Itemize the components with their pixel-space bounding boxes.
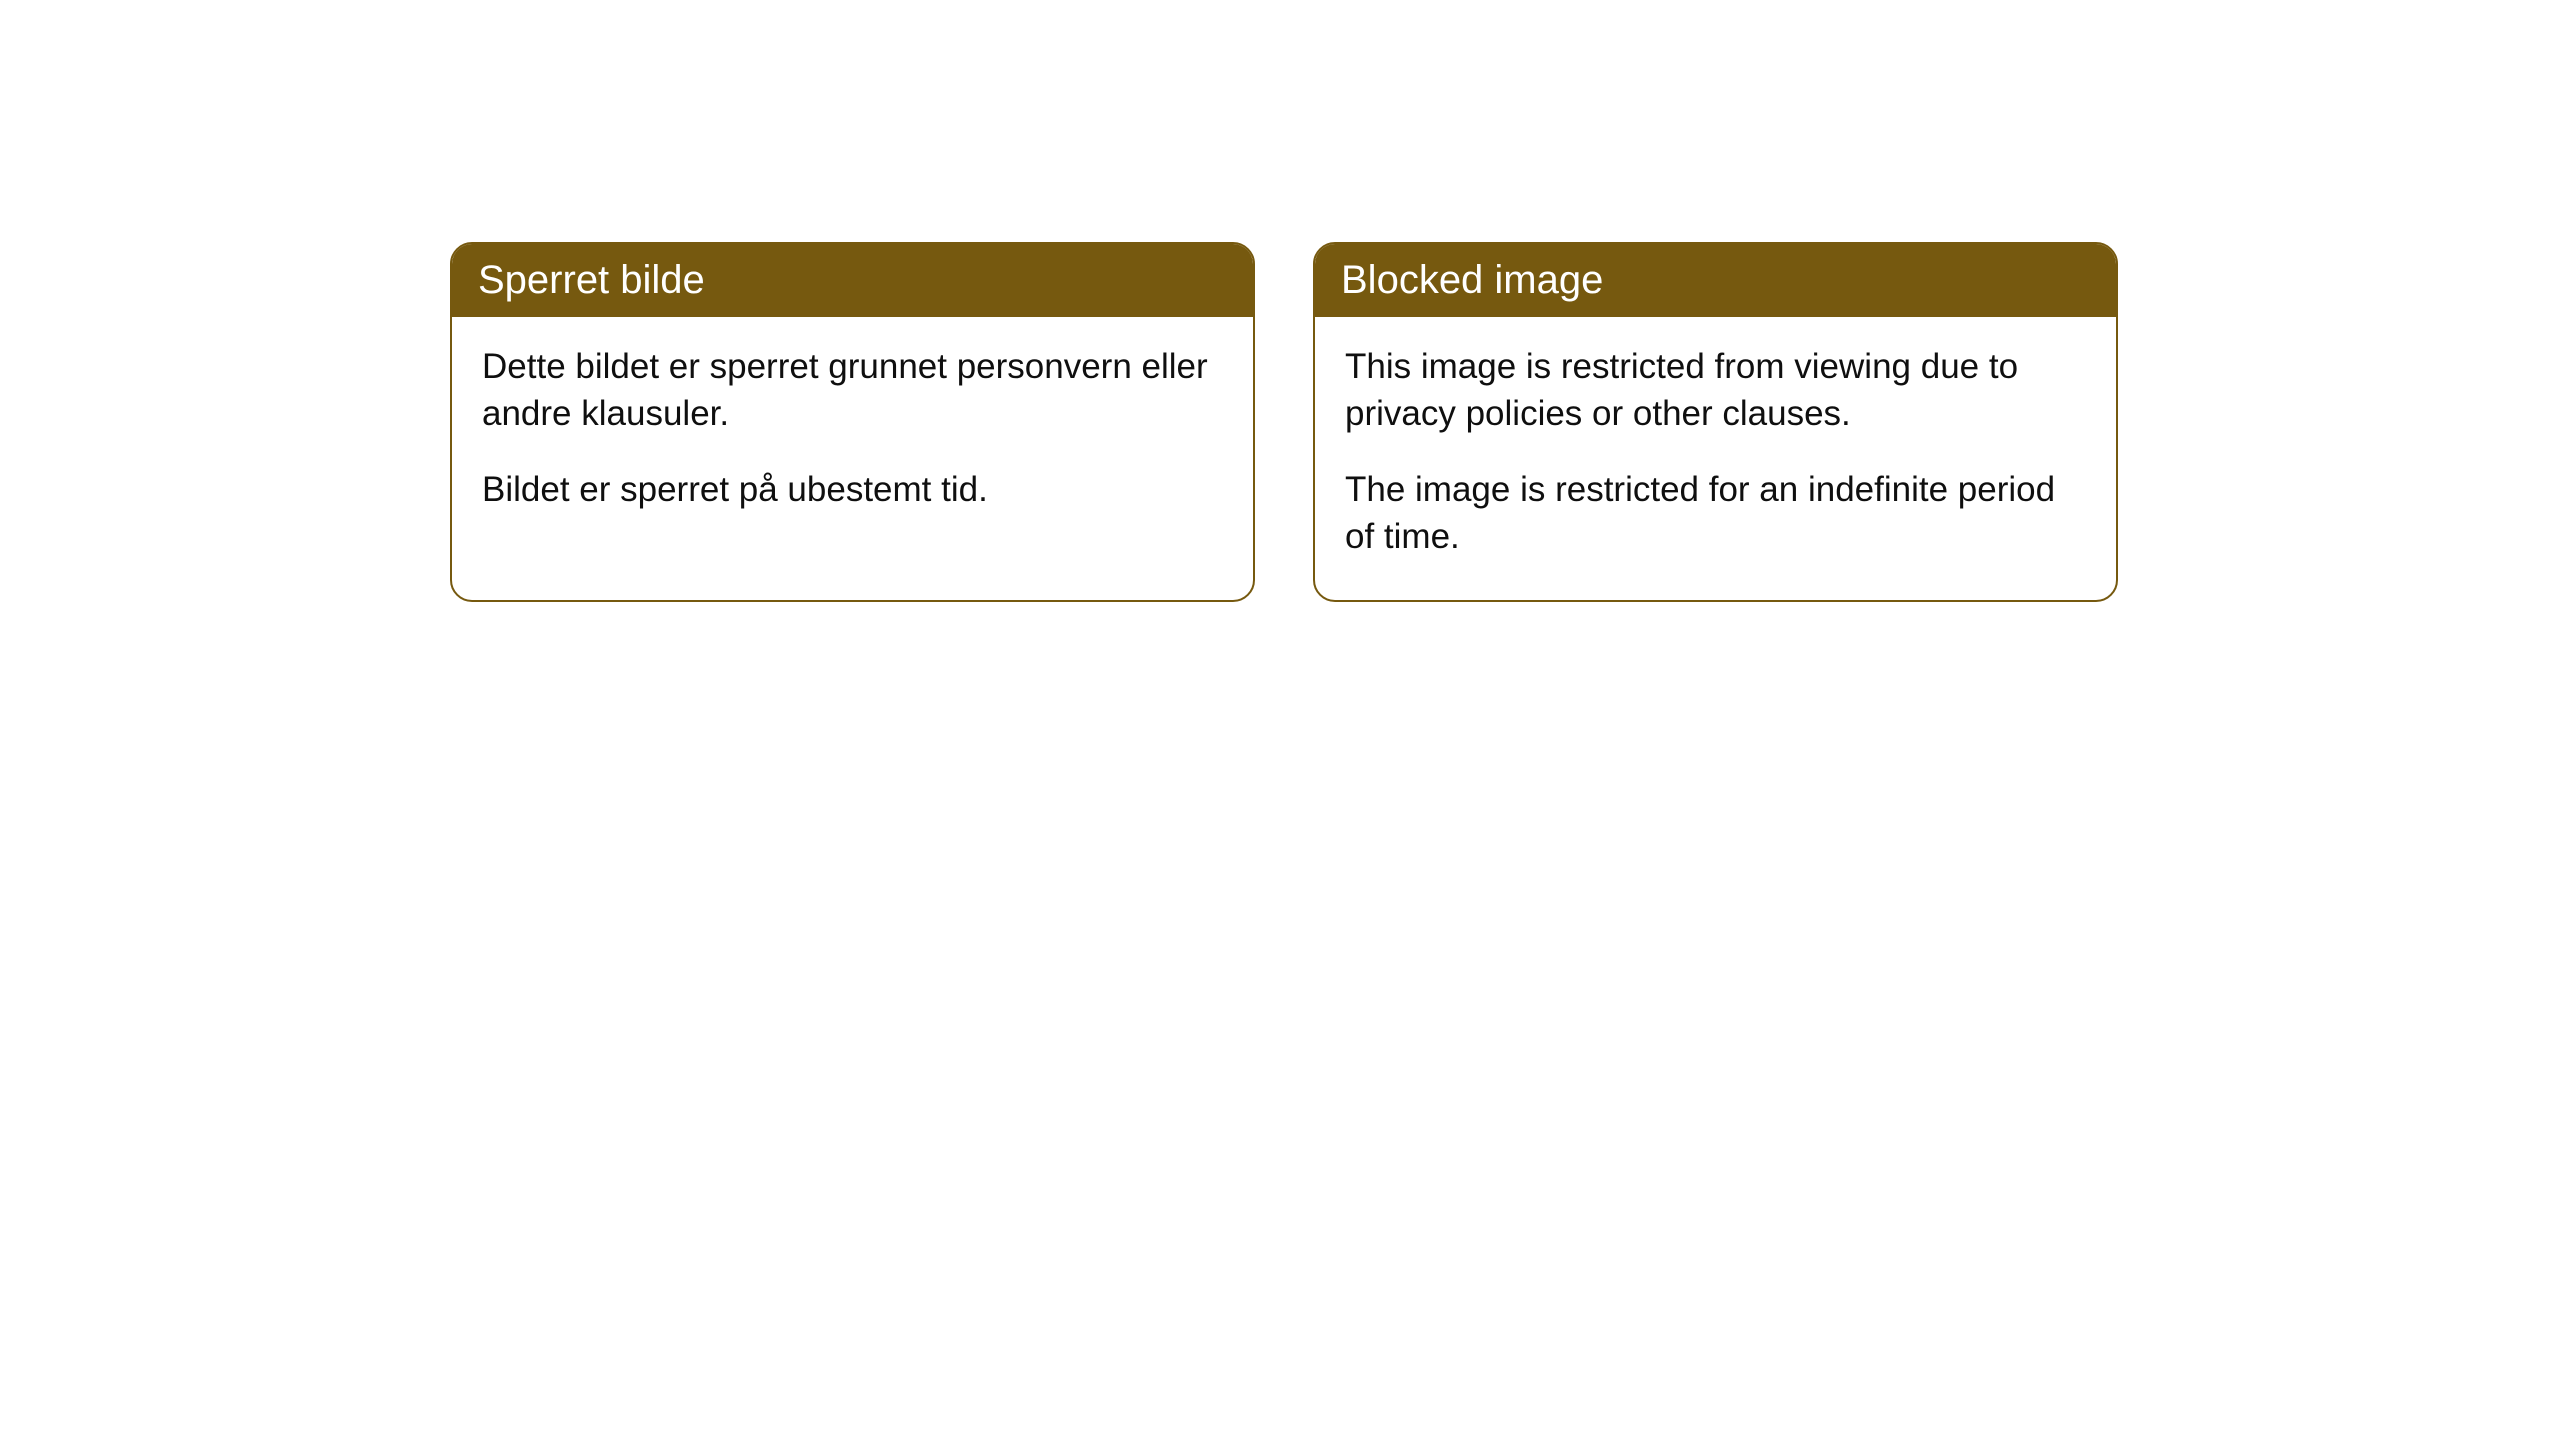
card-header: Blocked image — [1315, 244, 2116, 317]
blocked-image-card-norwegian: Sperret bilde Dette bildet er sperret gr… — [450, 242, 1255, 602]
card-title: Sperret bilde — [478, 258, 705, 302]
card-body: Dette bildet er sperret grunnet personve… — [452, 317, 1253, 553]
card-paragraph-1: Dette bildet er sperret grunnet personve… — [482, 343, 1223, 438]
notice-cards-container: Sperret bilde Dette bildet er sperret gr… — [450, 242, 2560, 602]
card-header: Sperret bilde — [452, 244, 1253, 317]
card-body: This image is restricted from viewing du… — [1315, 317, 2116, 600]
card-paragraph-2: The image is restricted for an indefinit… — [1345, 466, 2086, 561]
card-paragraph-1: This image is restricted from viewing du… — [1345, 343, 2086, 438]
card-title: Blocked image — [1341, 258, 1603, 302]
blocked-image-card-english: Blocked image This image is restricted f… — [1313, 242, 2118, 602]
card-paragraph-2: Bildet er sperret på ubestemt tid. — [482, 466, 1223, 513]
